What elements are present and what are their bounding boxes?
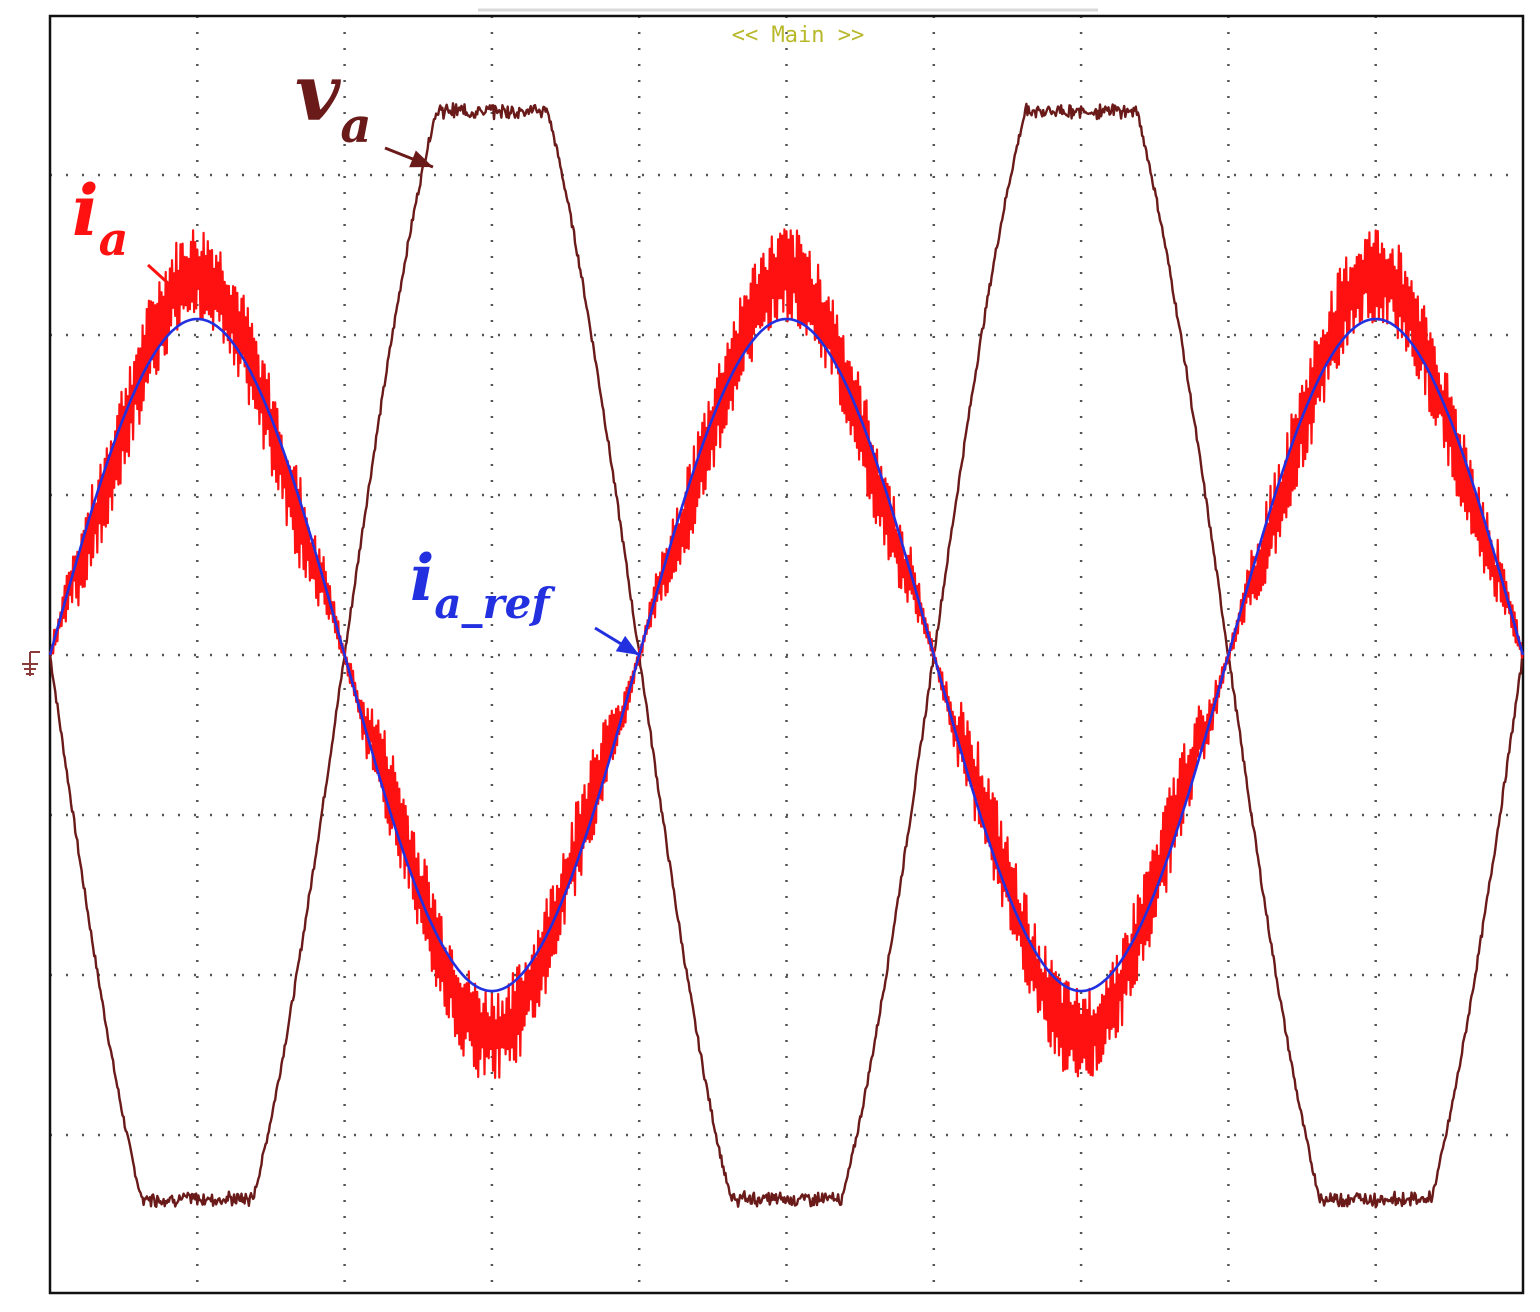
label-va-arrowhead: [409, 150, 433, 168]
label-ia-arrowhead: [167, 281, 190, 303]
trace-reference-ia-ref: [48, 317, 1525, 993]
header-label: << Main >>: [732, 23, 864, 48]
label-va: va: [295, 48, 371, 154]
trace-voltage-va: [48, 102, 1525, 1209]
label-ia-ref: ia_ref: [410, 541, 556, 628]
traces: [48, 102, 1525, 1209]
label-va-sub: a: [340, 98, 371, 154]
label-ia-ref-arrowhead: [615, 635, 640, 655]
grid: [50, 16, 1523, 1293]
label-va-main: v: [295, 48, 342, 139]
ground-icon: [22, 651, 40, 676]
label-ia-ref-sub: a_ref: [434, 579, 556, 628]
trace-current-ia: [48, 228, 1525, 1079]
label-ia: ia: [72, 169, 128, 266]
label-ia-sub: a: [99, 212, 129, 266]
label-ia-main: i: [72, 169, 99, 252]
label-ia-ref-main: i: [410, 541, 434, 616]
